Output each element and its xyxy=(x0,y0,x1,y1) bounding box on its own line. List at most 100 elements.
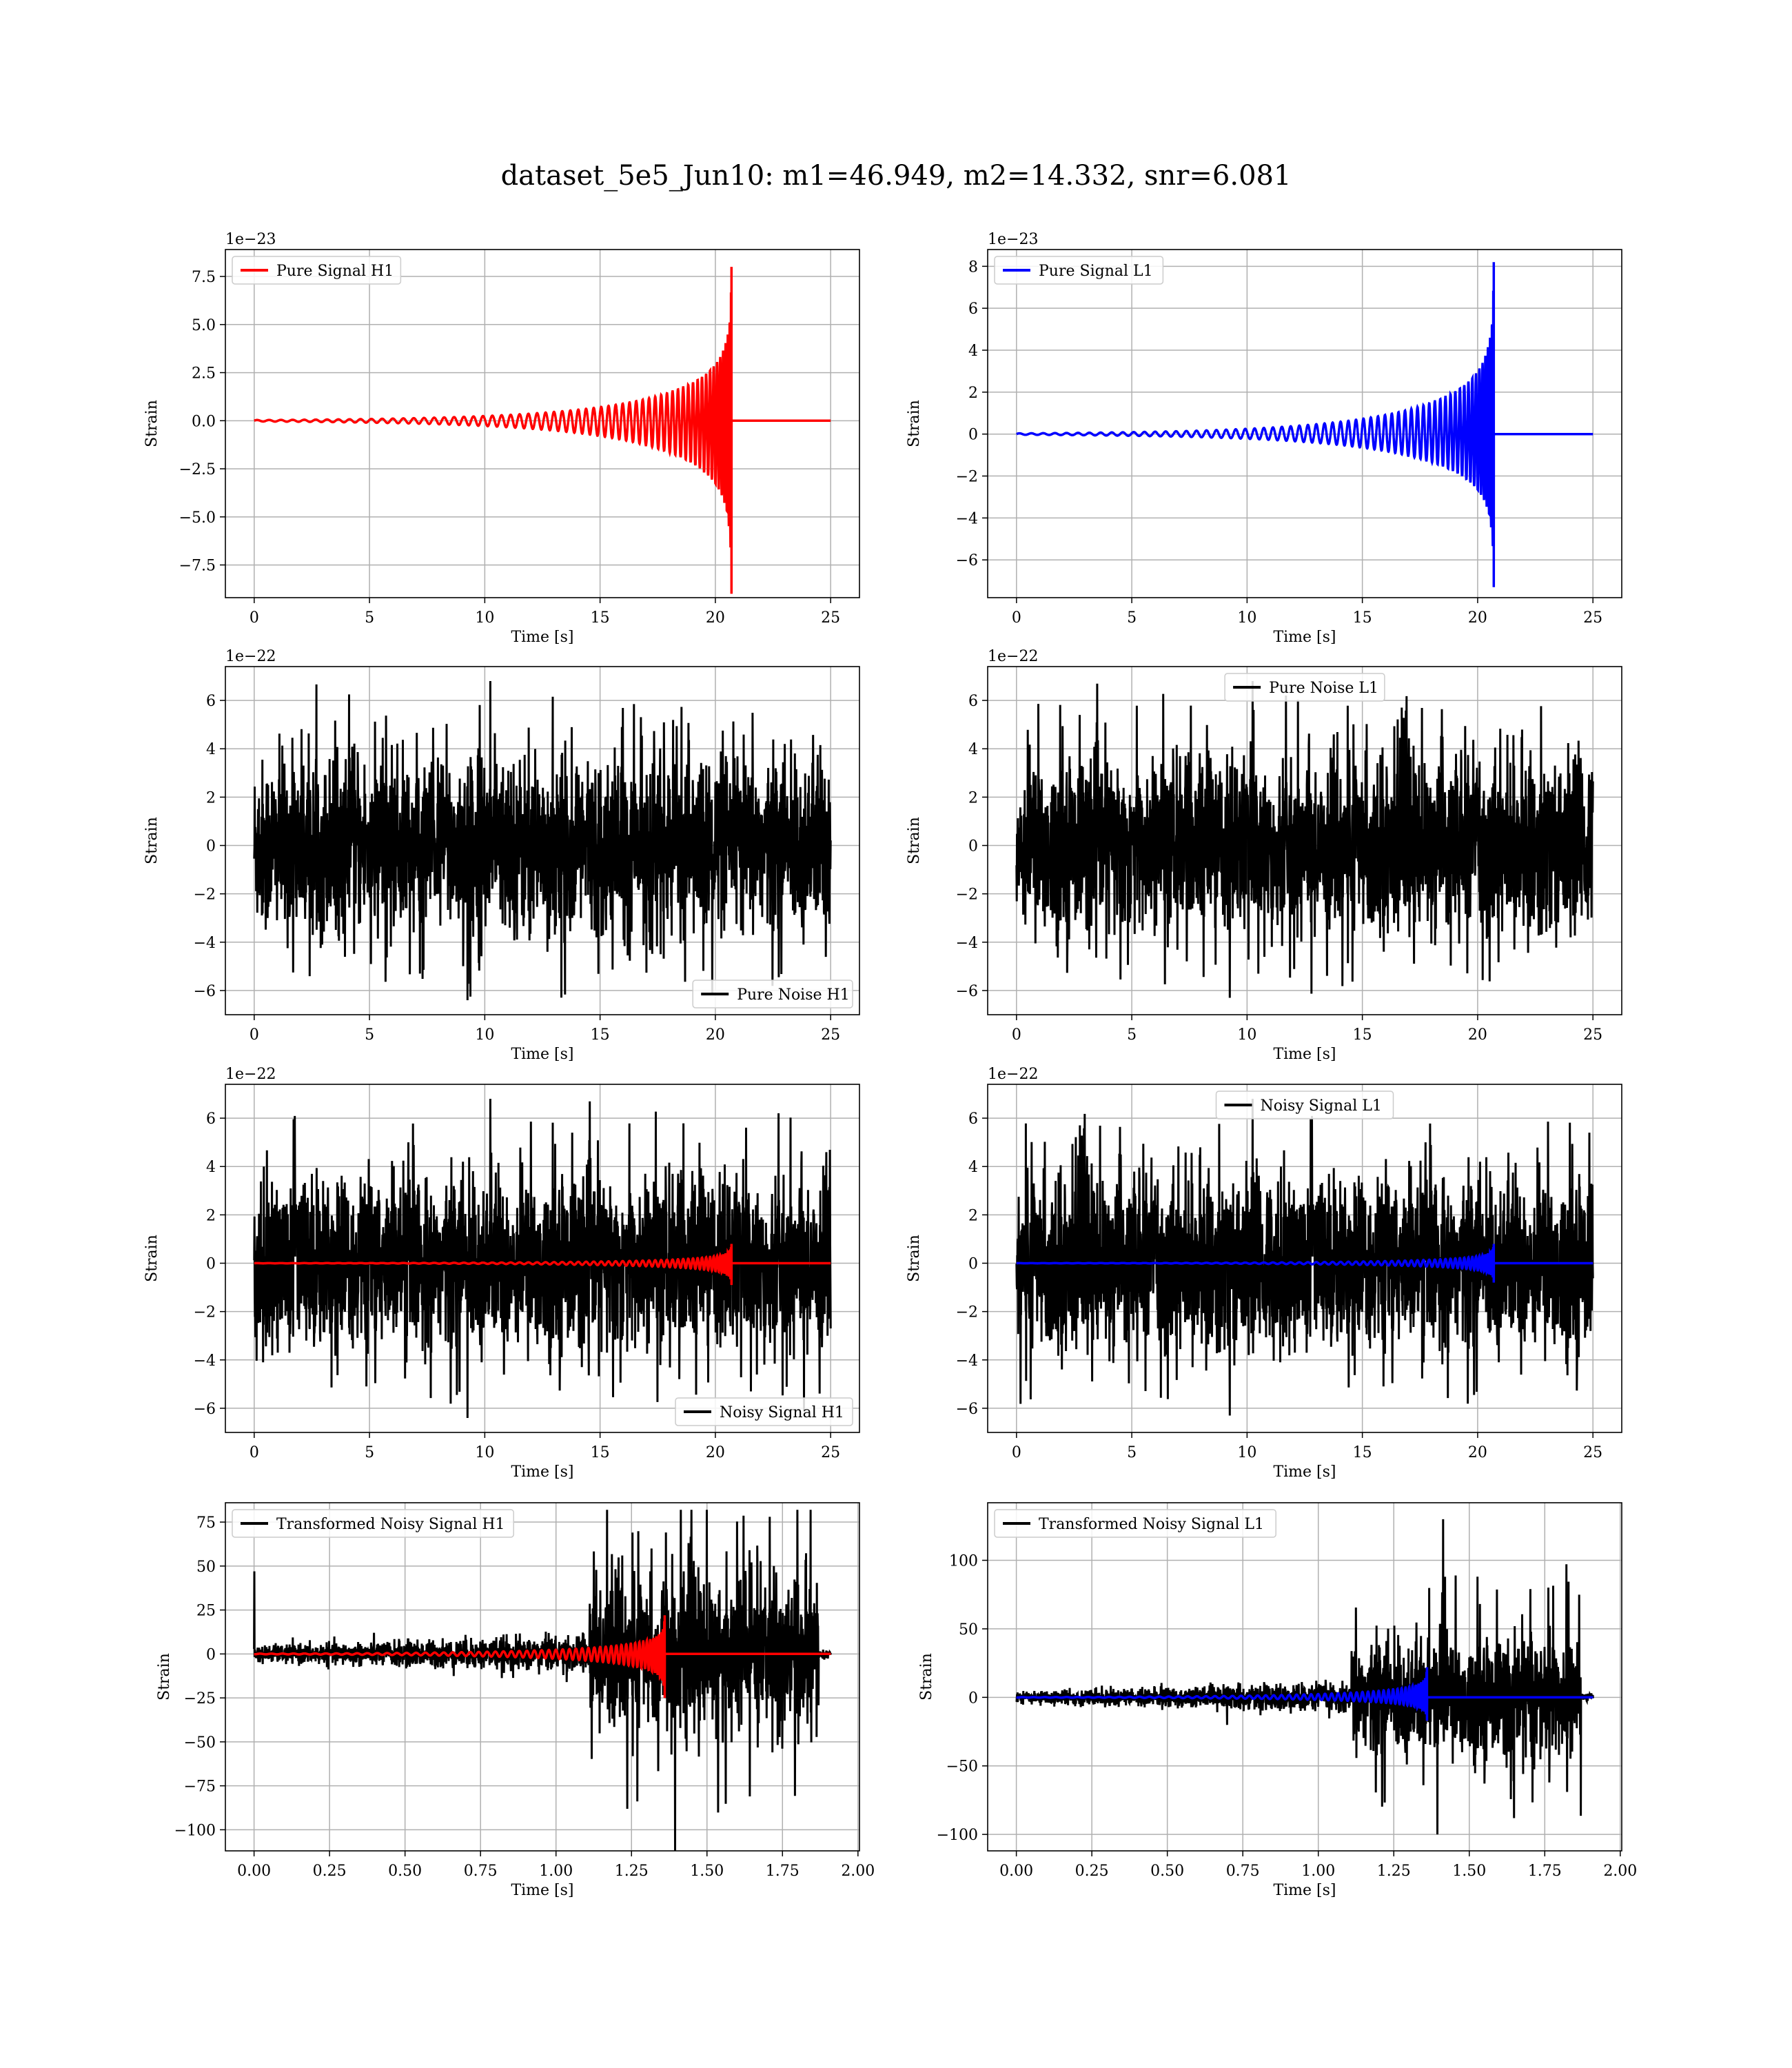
series-signal-line xyxy=(254,1615,831,1699)
chart-h1-pure-noise: 0 5 10 15 20 25 −6 −4 −2 0 2 4 6 Time [s] Strain 1e−22 P… xyxy=(143,648,860,1063)
y-tick-label: 7.5 xyxy=(192,269,216,286)
x-tick-label: 2.00 xyxy=(1603,1863,1637,1880)
offset-text: 1e−22 xyxy=(225,648,276,665)
x-tick-label: 0.75 xyxy=(1226,1863,1260,1880)
y-tick-label: 0.0 xyxy=(192,413,216,430)
x-tick-label: 25 xyxy=(821,609,840,627)
y-tick-label: −4 xyxy=(956,510,978,527)
legend-box xyxy=(994,1509,1276,1538)
figure-title: dataset_5e5_Jun10: m1=46.949, m2=14.332,… xyxy=(501,160,1292,192)
x-axis-label: Time [s] xyxy=(511,629,573,646)
y-tick-label: −75 xyxy=(184,1778,216,1796)
x-tick-label: 0 xyxy=(1012,1444,1021,1461)
x-tick-label: 10 xyxy=(475,609,494,627)
y-tick-label: −6 xyxy=(956,552,978,569)
y-tick-label: 0 xyxy=(968,1256,978,1273)
y-tick-label: 6 xyxy=(206,693,216,710)
series-noise-line xyxy=(253,1098,832,1419)
legend-label: Pure Signal H1 xyxy=(276,263,394,280)
plot-area xyxy=(1015,680,1594,998)
chart-l1-noisy-signal: 0 5 10 15 20 25 −6 −4 −2 0 2 4 6 Time [s] Strain 1e−22 N… xyxy=(906,1066,1622,1481)
x-tick-label: 25 xyxy=(821,1026,840,1044)
y-tick-label: 4 xyxy=(968,1159,978,1176)
y-tick-label: 2.5 xyxy=(192,365,216,383)
y-tick-label: −100 xyxy=(937,1827,978,1844)
chart-h1-transformed: 0.00 0.25 0.50 0.75 1.00 1.25 1.50 1.75 2.00 −100… xyxy=(156,1502,875,1899)
x-tick-label: 20 xyxy=(1468,1026,1487,1044)
axes-frame xyxy=(987,249,1622,598)
x-tick-label: 1.25 xyxy=(615,1863,649,1880)
y-tick-label: 0 xyxy=(968,427,978,444)
x-tick-label: 1.75 xyxy=(766,1863,800,1880)
y-tick-label: 4 xyxy=(968,343,978,360)
y-axis-label: Strain xyxy=(156,1653,173,1701)
x-tick-label: 1.50 xyxy=(690,1863,724,1880)
x-tick-label: 10 xyxy=(475,1026,494,1044)
y-axis-label: Strain xyxy=(906,1235,923,1282)
y-tick-label: 75 xyxy=(196,1514,216,1532)
y-tick-label: −2 xyxy=(956,1304,978,1321)
offset-text: 1e−22 xyxy=(988,648,1038,665)
y-tick-label: 2 xyxy=(968,1207,978,1224)
series-signal-line xyxy=(1016,1667,1594,1721)
axes-frame xyxy=(987,666,1622,1015)
legend: Pure Signal L1 xyxy=(994,256,1164,285)
y-tick-label: −2 xyxy=(956,886,978,904)
x-tick-label: 0.50 xyxy=(388,1863,422,1880)
legend-label: Noisy Signal L1 xyxy=(1261,1097,1382,1115)
y-tick-label: −50 xyxy=(184,1734,216,1752)
x-tick-label: 5 xyxy=(365,1026,374,1044)
y-tick-label: 50 xyxy=(196,1559,216,1576)
x-tick-label: 10 xyxy=(475,1444,494,1461)
y-tick-label: 2 xyxy=(968,385,978,402)
legend: Transformed Noisy Signal H1 xyxy=(232,1509,514,1538)
y-tick-label: −2 xyxy=(956,469,978,486)
axes-frame xyxy=(225,249,860,598)
offset-text: 1e−22 xyxy=(225,1066,276,1083)
legend-label: Transformed Noisy Signal H1 xyxy=(276,1516,505,1533)
chart-l1-pure-noise: 0 5 10 15 20 25 −6 −4 −2 0 2 4 6 Time [s] Strain 1e−22 P… xyxy=(906,648,1622,1063)
x-axis-label: Time [s] xyxy=(511,1046,573,1063)
legend-box xyxy=(1224,673,1385,702)
x-tick-label: 15 xyxy=(591,609,610,627)
x-tick-label: 1.50 xyxy=(1452,1863,1486,1880)
series-signal-line xyxy=(254,267,831,594)
axes-frame xyxy=(987,1084,1622,1433)
plot-area xyxy=(253,680,832,1001)
series-noise-line xyxy=(253,680,832,1001)
y-axis-label: Strain xyxy=(143,817,161,864)
x-axis-label: Time [s] xyxy=(1273,1882,1336,1899)
x-axis-label: Time [s] xyxy=(511,1882,573,1899)
x-tick-label: 0.25 xyxy=(313,1863,347,1880)
y-axis-label: Strain xyxy=(906,400,923,447)
y-tick-label: 2 xyxy=(206,1207,216,1224)
y-tick-label: −7.5 xyxy=(179,558,216,575)
offset-text: 1e−23 xyxy=(988,231,1038,248)
y-tick-label: −4 xyxy=(194,1352,216,1370)
y-tick-label: 5.0 xyxy=(192,317,216,334)
x-tick-label: 25 xyxy=(821,1444,840,1461)
y-tick-label: 0 xyxy=(968,1690,978,1707)
y-axis-label: Strain xyxy=(143,1235,161,1282)
y-tick-label: −6 xyxy=(956,1401,978,1418)
series-noise-line xyxy=(1015,680,1594,998)
axes-frame xyxy=(987,1502,1622,1852)
axes-frame xyxy=(225,1084,860,1433)
y-axis-label: Strain xyxy=(918,1653,935,1701)
y-tick-label: −4 xyxy=(194,935,216,952)
x-tick-label: 15 xyxy=(591,1026,610,1044)
x-tick-label: 5 xyxy=(365,609,374,627)
x-tick-label: 0 xyxy=(250,609,259,627)
y-tick-label: −2.5 xyxy=(179,461,216,478)
y-tick-label: 2 xyxy=(206,789,216,807)
x-tick-label: 20 xyxy=(706,1026,725,1044)
x-tick-label: 1.00 xyxy=(539,1863,573,1880)
offset-text: 1e−22 xyxy=(988,1066,1038,1083)
plot-area xyxy=(1016,262,1594,587)
plot-area xyxy=(1015,1519,1594,1835)
x-tick-label: 1.75 xyxy=(1528,1863,1562,1880)
plot-area xyxy=(1015,1098,1594,1416)
x-tick-label: 0.50 xyxy=(1150,1863,1184,1880)
